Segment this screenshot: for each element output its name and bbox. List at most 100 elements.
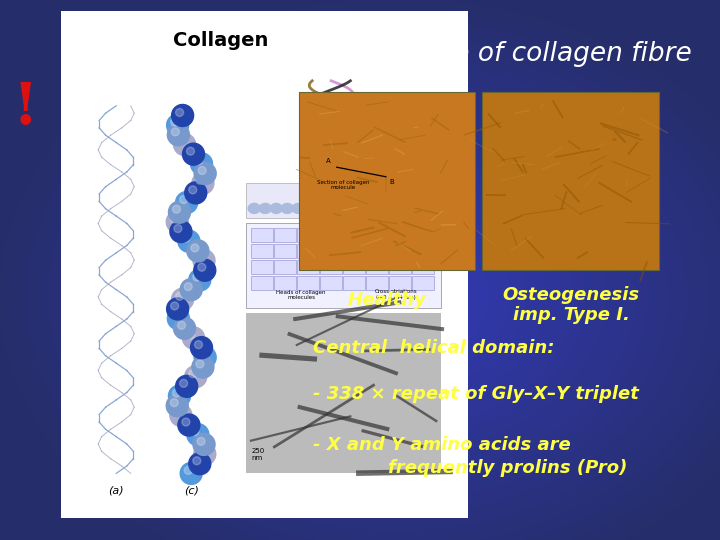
Text: Heads of collagen
molecules: Heads of collagen molecules	[276, 289, 326, 300]
Circle shape	[170, 404, 192, 427]
Circle shape	[194, 443, 216, 465]
Circle shape	[193, 434, 215, 455]
Bar	[390, 276, 411, 291]
Circle shape	[176, 109, 184, 117]
Circle shape	[170, 399, 179, 407]
Bar	[274, 228, 296, 242]
Circle shape	[174, 318, 196, 339]
Circle shape	[180, 279, 202, 301]
Circle shape	[194, 163, 216, 185]
Circle shape	[176, 292, 184, 300]
Bar	[61, 11, 468, 518]
Circle shape	[168, 385, 191, 407]
Bar	[412, 245, 434, 259]
Text: (a): (a)	[109, 485, 124, 495]
Circle shape	[180, 195, 188, 204]
Circle shape	[176, 192, 198, 213]
Circle shape	[170, 215, 179, 223]
Bar	[412, 260, 434, 274]
Circle shape	[166, 211, 188, 233]
Text: B: B	[390, 179, 394, 185]
Bar	[390, 260, 411, 274]
Circle shape	[184, 282, 192, 291]
Circle shape	[194, 341, 202, 349]
Circle shape	[182, 143, 204, 165]
Circle shape	[187, 240, 209, 262]
Circle shape	[180, 462, 202, 484]
Circle shape	[171, 312, 179, 320]
Bar	[297, 260, 319, 274]
Bar	[320, 228, 342, 242]
Circle shape	[166, 395, 188, 417]
Text: Section of collagen
molecule: Section of collagen molecule	[317, 180, 369, 191]
Bar	[251, 260, 273, 274]
Bar	[412, 228, 434, 242]
Bar	[246, 224, 441, 308]
Circle shape	[196, 360, 204, 368]
Bar	[320, 276, 342, 291]
Bar	[320, 260, 342, 274]
Bar	[366, 245, 388, 259]
Ellipse shape	[248, 204, 260, 213]
Circle shape	[191, 244, 199, 252]
Bar	[482, 92, 659, 270]
Bar	[366, 260, 388, 274]
Bar	[274, 276, 296, 291]
Circle shape	[178, 414, 200, 436]
Circle shape	[194, 259, 216, 281]
Circle shape	[197, 254, 205, 261]
Bar	[343, 276, 365, 291]
Circle shape	[186, 331, 194, 339]
Circle shape	[176, 375, 198, 397]
Circle shape	[187, 424, 209, 446]
Ellipse shape	[402, 204, 414, 213]
Bar	[390, 245, 411, 259]
Text: Collagen: Collagen	[173, 31, 268, 50]
Circle shape	[168, 201, 191, 223]
Circle shape	[198, 447, 206, 455]
Bar	[246, 184, 441, 218]
Text: - X and Y amino acids are
            frequently prolins (Pro): - X and Y amino acids are frequently pro…	[313, 435, 628, 477]
Text: 250
nm: 250 nm	[251, 448, 264, 461]
Bar	[297, 228, 319, 242]
Circle shape	[171, 302, 179, 310]
Ellipse shape	[347, 204, 359, 213]
Ellipse shape	[380, 204, 392, 213]
Text: - 338 × repeat of Gly–X–Y triplet: - 338 × repeat of Gly–X–Y triplet	[313, 385, 639, 403]
Bar	[251, 245, 273, 259]
Bar	[251, 276, 273, 291]
Circle shape	[178, 230, 200, 252]
Circle shape	[193, 273, 201, 281]
Bar	[390, 228, 411, 242]
Bar	[343, 245, 365, 259]
Circle shape	[174, 133, 196, 156]
Circle shape	[185, 366, 207, 388]
Circle shape	[182, 418, 190, 426]
Text: Central  helical domain:: Central helical domain:	[313, 339, 554, 357]
Circle shape	[194, 157, 202, 165]
Circle shape	[194, 346, 216, 368]
Circle shape	[182, 327, 204, 349]
Bar	[299, 92, 475, 270]
Circle shape	[166, 114, 189, 136]
Circle shape	[193, 457, 201, 465]
Circle shape	[192, 172, 214, 194]
Circle shape	[191, 153, 212, 175]
Circle shape	[167, 124, 189, 146]
Circle shape	[171, 288, 194, 310]
Bar	[297, 276, 319, 291]
Circle shape	[180, 379, 188, 387]
Circle shape	[192, 356, 214, 378]
Bar	[274, 245, 296, 259]
Ellipse shape	[325, 204, 337, 213]
Ellipse shape	[303, 204, 315, 213]
Ellipse shape	[336, 204, 348, 213]
Circle shape	[193, 249, 215, 272]
Circle shape	[198, 166, 206, 174]
Circle shape	[174, 408, 182, 416]
Circle shape	[198, 264, 206, 271]
Bar	[366, 228, 388, 242]
Ellipse shape	[359, 204, 370, 213]
Bar	[412, 276, 434, 291]
Ellipse shape	[369, 204, 381, 213]
